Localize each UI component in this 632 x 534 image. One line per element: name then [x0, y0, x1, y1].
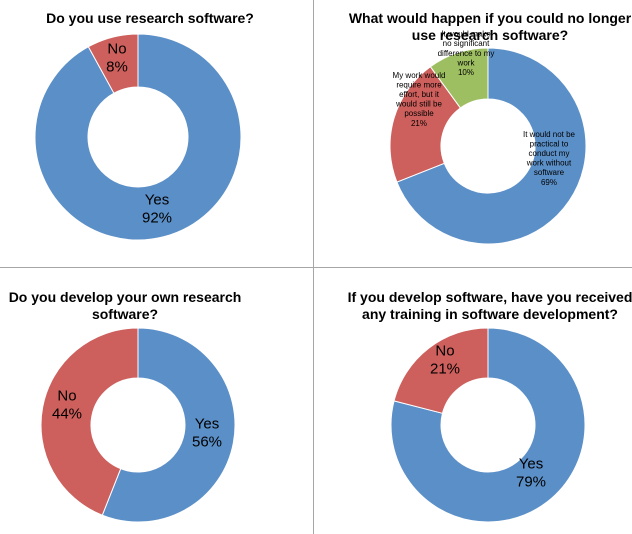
chart-2-slice-2	[389, 66, 462, 183]
chart-2-slice-1-label: It would not be practical to conduct my wor…	[523, 130, 576, 187]
chart-4-slice-1-label: Yes 79%	[516, 455, 546, 490]
chart-2-slice-3	[429, 47, 489, 109]
chart-1-slice-1-label: Yes 92%	[142, 191, 172, 226]
chart-3-slice-1	[101, 327, 236, 523]
chart-1-title: Do you use research software?	[46, 10, 254, 26]
chart-1-slice-2	[87, 33, 139, 94]
chart-4-slice-1	[390, 327, 586, 523]
chart-3-slice-2	[40, 327, 139, 516]
chart-3-title: Do you develop your own research softwar…	[8, 289, 242, 322]
chart-4-title: If you develop software, have you receiv…	[347, 289, 632, 322]
chart-1-slice-2-label: No 8%	[106, 40, 128, 75]
chart-1-slice-1	[34, 33, 242, 241]
chart-4-slice-2	[393, 327, 489, 414]
chart-4-slice-2-label: No 21%	[430, 342, 460, 377]
chart-2-title: What would happen if you could no longer…	[348, 10, 632, 43]
chart-2-slice-1	[396, 47, 587, 245]
chart-2-slice-2-label: My work would require more effort, but it w…	[393, 71, 446, 128]
chart-2-slice-3-label: It would make no significant difference to…	[438, 30, 495, 77]
chart-3-slice-2-label: No 44%	[52, 387, 82, 422]
chart-3-slice-1-label: Yes 56%	[192, 415, 222, 450]
